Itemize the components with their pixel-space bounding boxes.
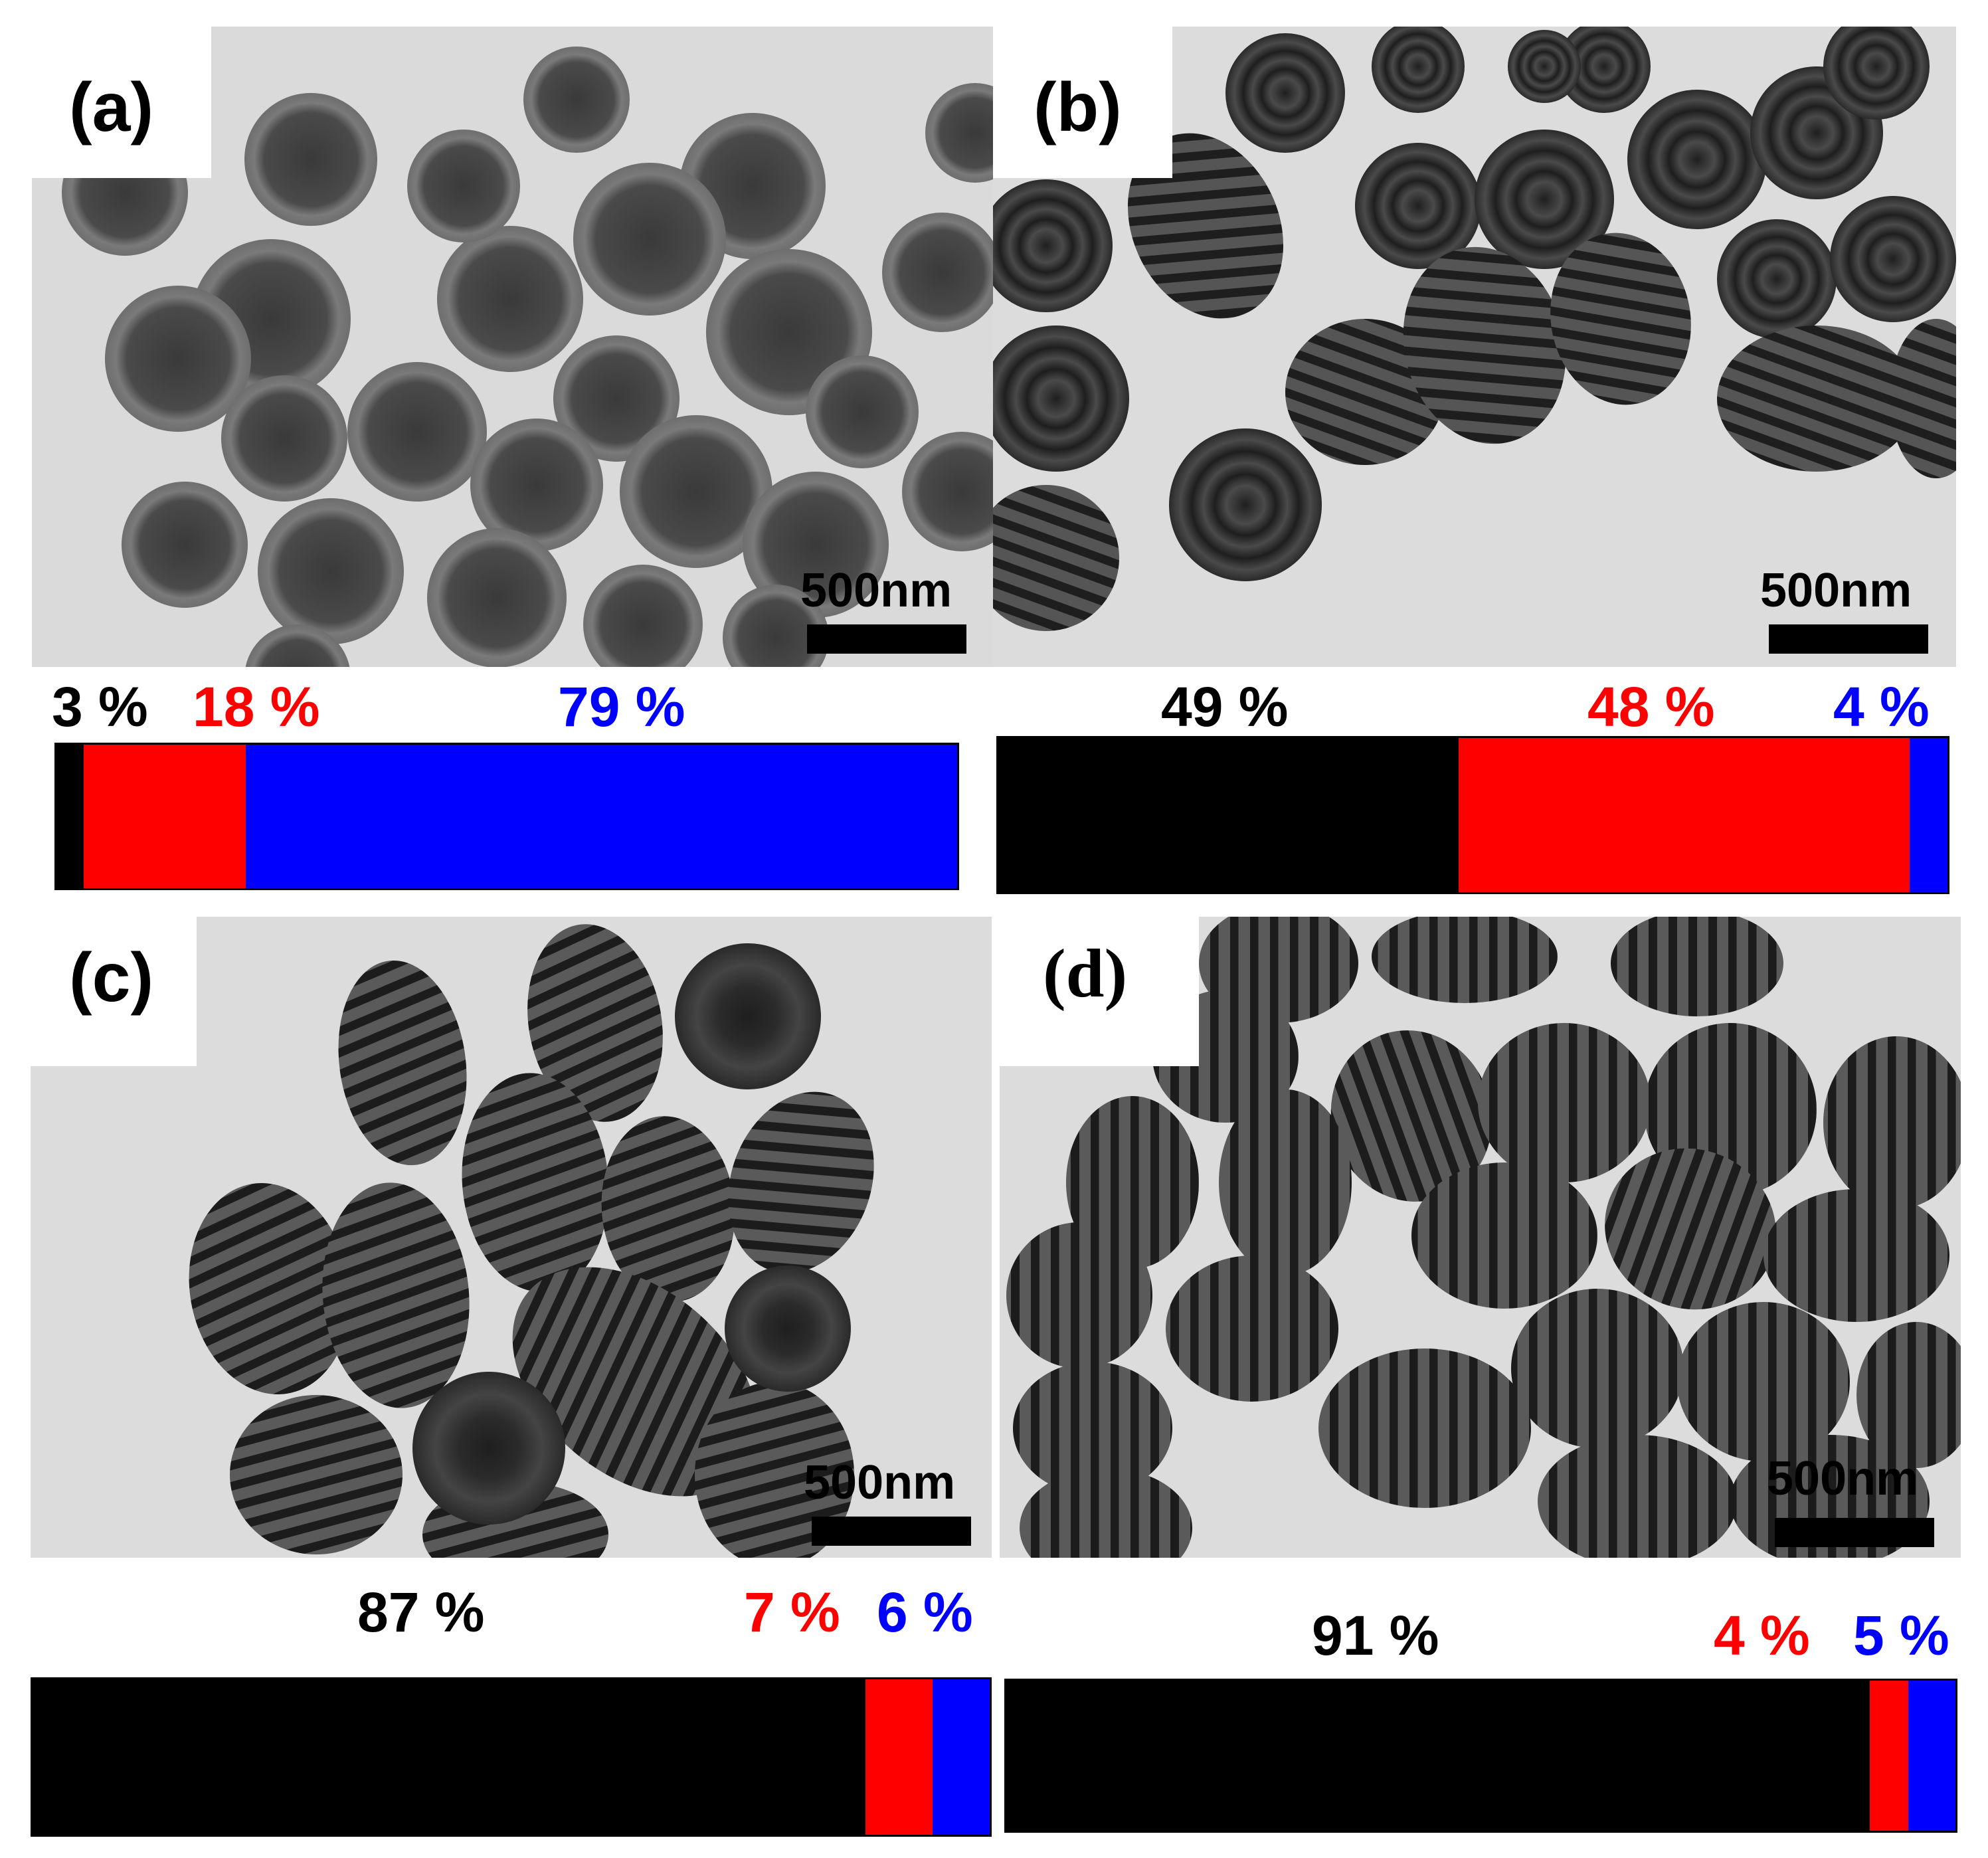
- bar-segment-a-black: [56, 745, 84, 888]
- label-box-b: [993, 27, 1172, 178]
- micrograph-b: [993, 27, 1956, 667]
- scale-bar-label-a: 500nm: [800, 564, 952, 617]
- bar-segment-a-red: [83, 745, 246, 888]
- scale-bar-b: [1769, 624, 1928, 654]
- bar-segment-c-blue: [932, 1679, 990, 1835]
- pct-d-red: 4 %: [1714, 1604, 1810, 1667]
- panel-label-c: (c): [69, 939, 154, 1016]
- pct-d-blue: 5 %: [1853, 1604, 1949, 1667]
- pct-b-black: 49 %: [1161, 676, 1289, 738]
- panel-label-b: (b): [1034, 69, 1122, 146]
- bar-segment-d-blue: [1908, 1681, 1955, 1831]
- micrograph-c-particles: [31, 917, 992, 1558]
- pct-a-red: 18 %: [193, 676, 320, 738]
- population-bar-a: [54, 743, 959, 890]
- bar-segment-b-red: [1459, 738, 1910, 892]
- label-box-c: [31, 917, 197, 1066]
- label-box-a: [32, 27, 211, 178]
- micrograph-b-particles: [993, 27, 1956, 667]
- bar-segment-c-black: [33, 1679, 865, 1835]
- scale-bar-label-c: 500nm: [804, 1456, 956, 1509]
- pct-d-black: 91 %: [1312, 1604, 1439, 1667]
- pct-b-blue: 4 %: [1833, 676, 1930, 738]
- bar-segment-d-red: [1870, 1681, 1908, 1831]
- micrograph-a: [32, 27, 993, 667]
- pct-c-blue: 6 %: [877, 1581, 973, 1643]
- panel-label-a: (a): [69, 69, 154, 146]
- bar-segment-a-blue: [245, 745, 957, 888]
- pct-b-red: 48 %: [1587, 676, 1715, 738]
- pct-c-red: 7 %: [744, 1581, 840, 1643]
- scale-bar-label-b: 500nm: [1760, 564, 1912, 617]
- pct-a-blue: 79 %: [558, 676, 685, 738]
- micrograph-d-particles: [1000, 917, 1961, 1558]
- pct-a-black: 3 %: [52, 676, 148, 738]
- bar-segment-b-black: [998, 738, 1459, 892]
- population-bar-b: [996, 736, 1949, 894]
- bar-segment-b-blue: [1910, 738, 1947, 892]
- pct-c-black: 87 %: [357, 1581, 485, 1643]
- scale-bar-label-d: 500nm: [1767, 1452, 1919, 1505]
- scale-bar-a: [807, 624, 966, 654]
- micrograph-c: [31, 917, 992, 1558]
- panel-label-d: (d): [1043, 935, 1128, 1012]
- label-box-d: [1000, 917, 1199, 1066]
- bar-segment-c-red: [865, 1679, 933, 1835]
- population-bar-c: [31, 1677, 992, 1837]
- scale-bar-c: [812, 1517, 971, 1546]
- population-bar-d: [1004, 1679, 1957, 1833]
- scale-bar-d: [1775, 1518, 1934, 1547]
- bar-segment-d-black: [1006, 1681, 1870, 1831]
